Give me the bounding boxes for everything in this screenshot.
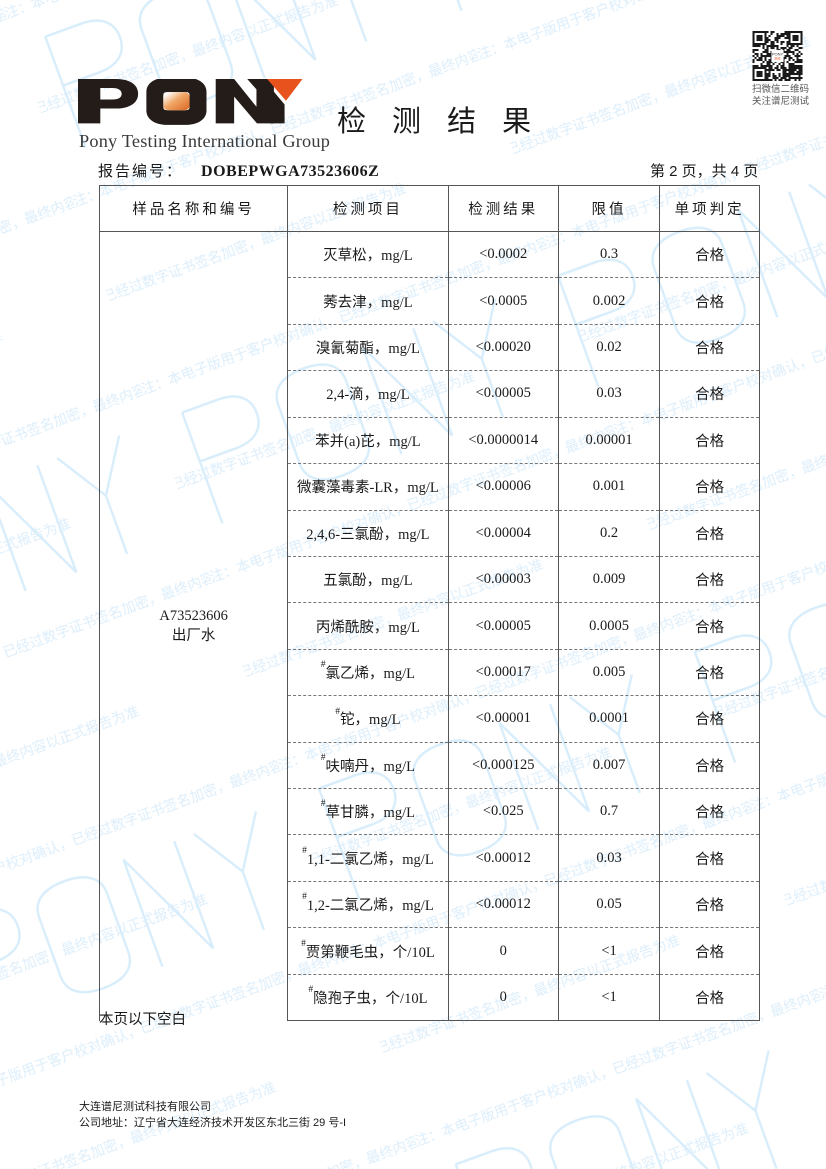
svg-text:测试: 测试 bbox=[774, 56, 780, 61]
